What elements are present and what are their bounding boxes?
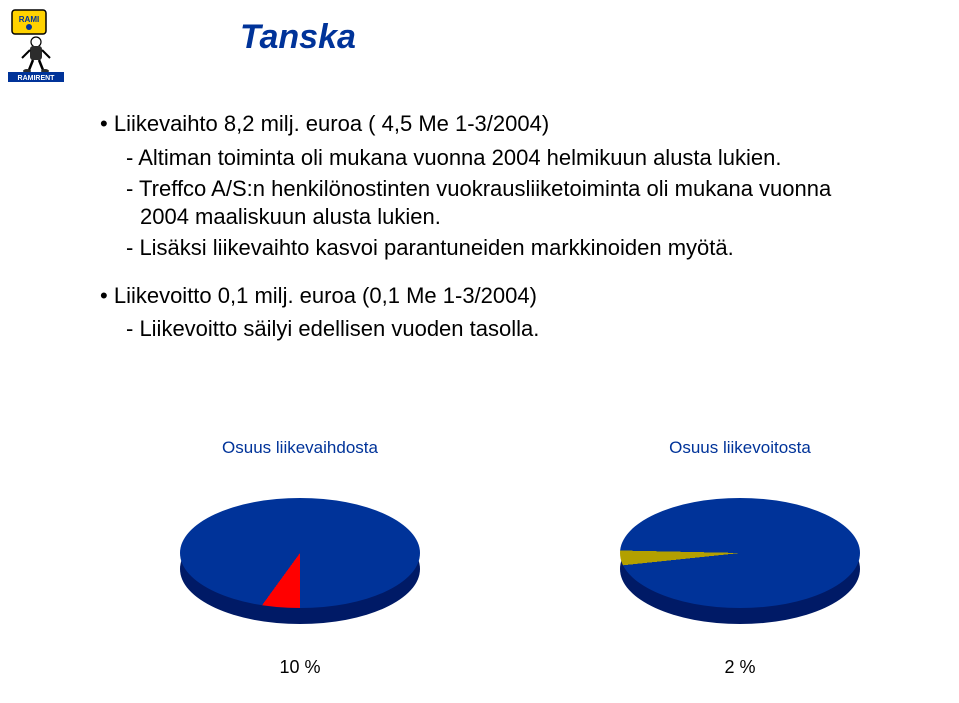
bullet-1-sub-1: - Altiman toiminta oli mukana vuonna 200…: [100, 144, 880, 172]
bullet-1-sub-2: - Treffco A/S:n henkilönostinten vuokrau…: [100, 175, 880, 230]
bullet-2-lead: Liikevoitto 0,1 milj. euroa (0,1 Me 1-3/…: [114, 283, 537, 308]
bullet-1: Liikevaihto 8,2 milj. euroa ( 4,5 Me 1-3…: [100, 110, 880, 138]
pie-right: 2 %: [620, 498, 860, 638]
page-title: Tanska: [240, 18, 356, 57]
bullet-2-sub-1: - Liikevoitto säilyi edellisen vuoden ta…: [100, 315, 880, 343]
body-text: Liikevaihto 8,2 milj. euroa ( 4,5 Me 1-3…: [100, 110, 880, 347]
brand-logo: RAMI RAMIRENT: [8, 8, 64, 82]
pie-left: 10 %: [180, 498, 420, 638]
chart-right: Osuus liikevoitosta 2 %: [540, 438, 940, 638]
ramirent-logo-svg: RAMI RAMIRENT: [8, 8, 64, 82]
pie-left-label: 10 %: [180, 657, 420, 678]
chart-right-title: Osuus liikevoitosta: [540, 438, 940, 458]
chart-left: Osuus liikevaihdosta 10 %: [100, 438, 500, 638]
pie-right-label: 2 %: [620, 657, 860, 678]
bullet-1-sub-3: - Lisäksi liikevaihto kasvoi parantuneid…: [100, 234, 880, 262]
logo-brand-text: RAMIRENT: [18, 75, 56, 82]
logo-tag-text: RAMI: [19, 15, 39, 24]
bullet-1-lead: Liikevaihto 8,2 milj. euroa ( 4,5 Me 1-3…: [114, 111, 549, 136]
bullet-2: Liikevoitto 0,1 milj. euroa (0,1 Me 1-3/…: [100, 282, 880, 310]
chart-left-title: Osuus liikevaihdosta: [100, 438, 500, 458]
